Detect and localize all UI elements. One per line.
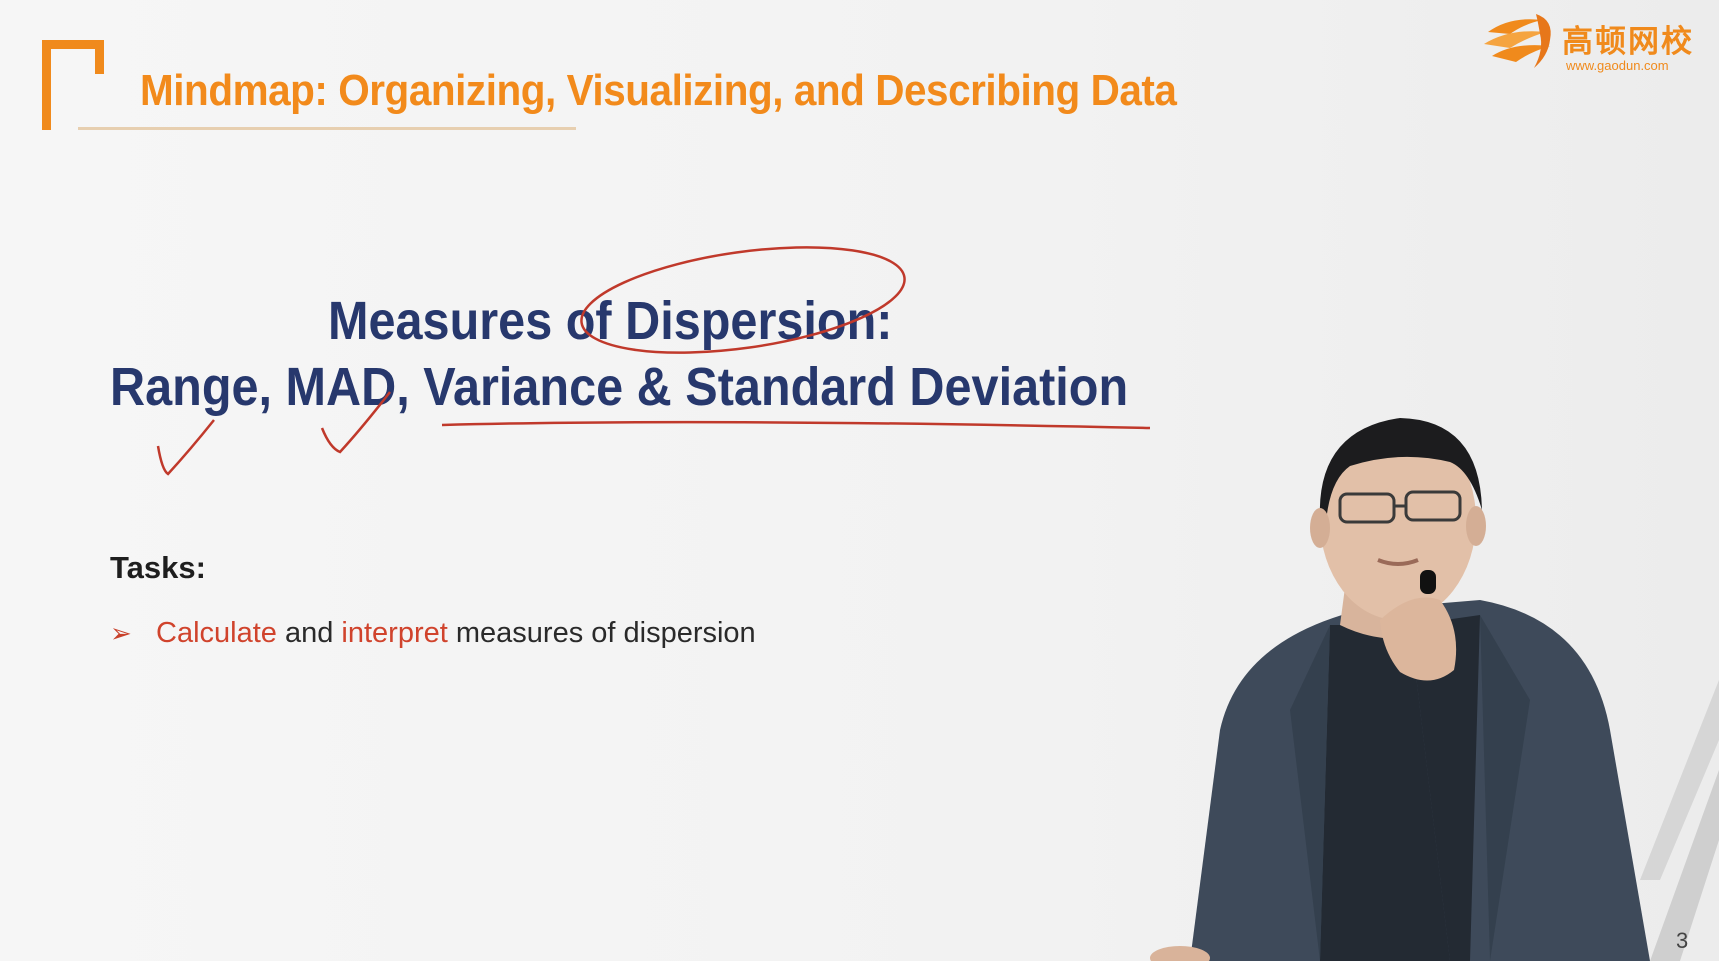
tasks-label: Tasks: [110,550,206,585]
task-conjunction: and [284,617,334,649]
task-rest: measures of dispersion [455,617,756,649]
task-verb-interpret: interpret [341,617,448,649]
title-underline [78,127,576,130]
slide-title: Mindmap: Organizing, Visualizing, and De… [140,66,1177,115]
logo-text: 高顿网校 [1562,24,1694,60]
presenter-video [1150,418,1650,961]
task-verb-calculate: Calculate [156,617,277,649]
arrowhead-bullet-icon: ➢ [110,618,132,648]
annotation-check-1 [156,419,215,476]
logo-url: www.gaodun.com [1566,58,1669,73]
task-list-item: ➢ Calculate and interpret measures of dis… [110,617,756,650]
annotation-underline [441,420,1151,430]
title-bracket-decoration [42,40,104,130]
brand-logo: 高顿网校 www.gaodun.com [1480,6,1712,76]
gaodun-logo-icon [1484,14,1551,68]
heading-line-1: Measures of Dispersion: [328,291,893,351]
heading-line-2: Range, MAD, Variance & Standard Deviatio… [110,357,1129,417]
corner-stripe-decoration [1640,680,1719,961]
page-number: 3 [1676,928,1689,953]
